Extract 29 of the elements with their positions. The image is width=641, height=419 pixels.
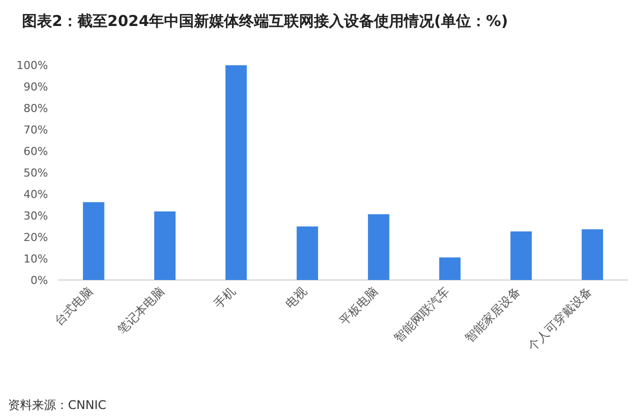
text: 资料来源：CNNIC [8, 398, 106, 412]
x-tick-label: 个人可穿戴设备 [525, 284, 594, 354]
y-tick-label: 40% [24, 188, 48, 201]
y-tick-label: 80% [24, 102, 48, 115]
y-tick-label: 20% [24, 231, 48, 244]
x-tick-label: 智能网联汽车 [391, 284, 452, 346]
bar [225, 65, 247, 280]
bar [368, 214, 390, 280]
bar [154, 211, 176, 280]
bar [439, 257, 461, 280]
y-tick-label: 70% [24, 124, 48, 136]
y-tick-label: 60% [24, 145, 48, 158]
x-tick-label: 台式电脑 [52, 284, 96, 328]
y-tick-label: 100% [16, 59, 48, 72]
y-tick-label: 90% [24, 80, 48, 94]
bar [82, 202, 104, 280]
y-tick-label: 50% [24, 166, 48, 180]
y-tick-label: 0% [30, 274, 48, 287]
x-tick-label: 电视 [282, 284, 310, 312]
y-tick-label: 30% [24, 210, 48, 222]
bar [510, 231, 532, 280]
chart-title: 图表2：截至2024年中国新媒体终端互联网接入设备使用情况(单位：%) [22, 12, 508, 30]
x-tick-label: 手机 [211, 284, 238, 312]
bar [296, 226, 318, 280]
x-tick-label: 智能家居设备 [462, 284, 524, 346]
x-tick-label: 平板电脑 [336, 284, 381, 328]
x-tick-label: 笔记本电脑 [114, 284, 167, 337]
y-tick-label: 10% [24, 252, 48, 266]
bar [582, 229, 604, 280]
